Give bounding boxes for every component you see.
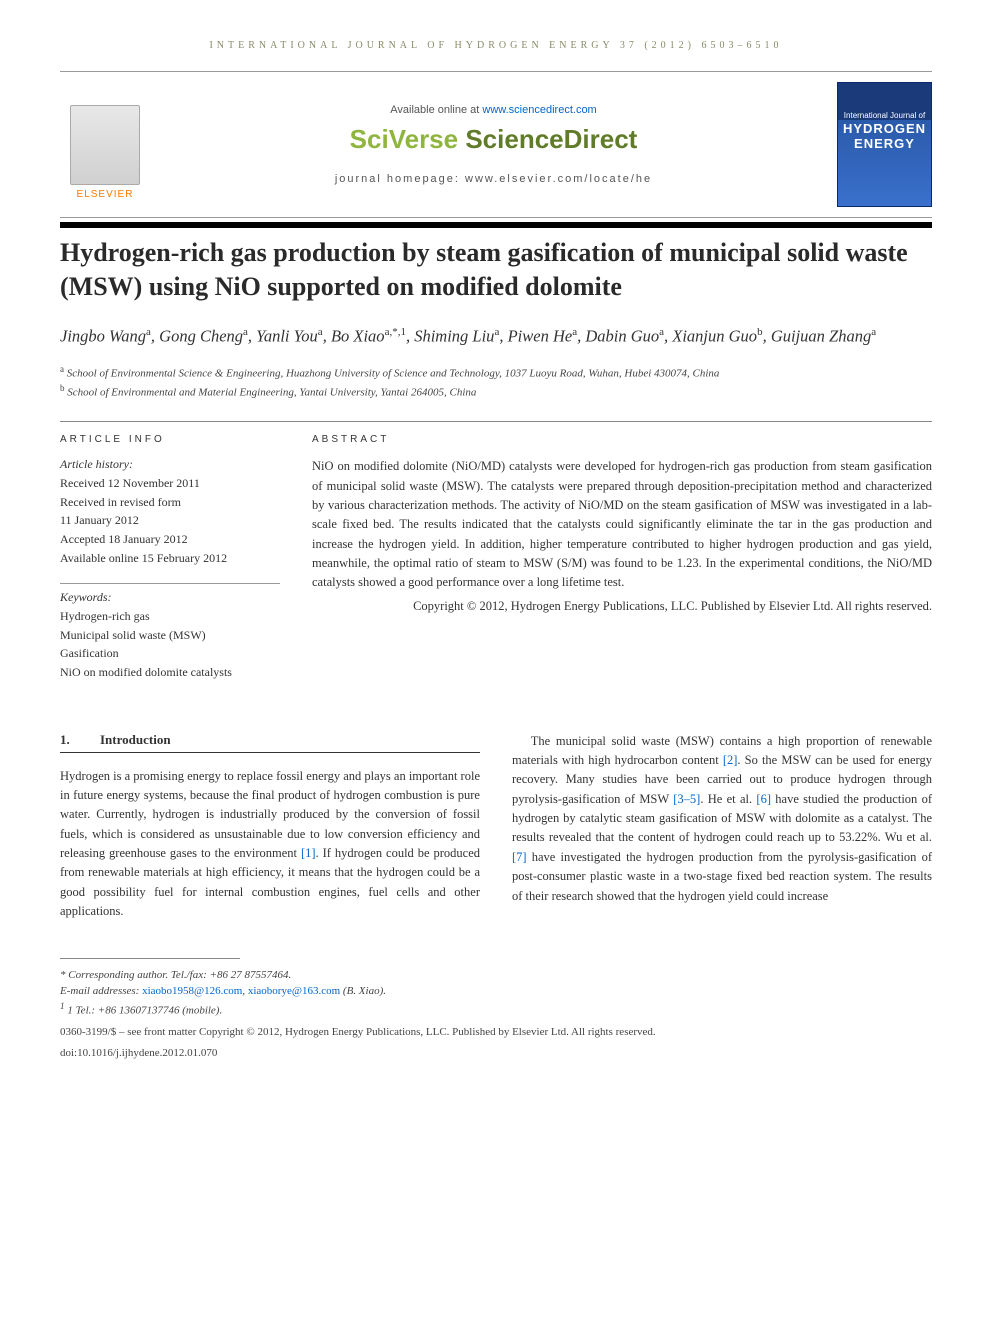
elsevier-tree-icon — [70, 105, 140, 185]
abstract-text: NiO on modified dolomite (NiO/MD) cataly… — [312, 457, 932, 593]
tel-mobile: 1 1 Tel.: +86 13607137746 (mobile). — [60, 1000, 932, 1019]
journal-cover: International Journal of HYDROGEN ENERGY — [837, 82, 932, 207]
cover-main-title: HYDROGEN ENERGY — [838, 121, 931, 152]
available-online: Available online at www.sciencedirect.co… — [170, 104, 817, 116]
abstract-copyright: Copyright © 2012, Hydrogen Energy Public… — [312, 597, 932, 616]
article-info: ARTICLE INFO Article history: Received 1… — [60, 421, 280, 681]
section-title: Introduction — [100, 732, 171, 747]
article-info-heading: ARTICLE INFO — [60, 434, 280, 445]
journal-reference: INTERNATIONAL JOURNAL OF HYDROGEN ENERGY… — [60, 40, 932, 51]
title-separator — [60, 222, 932, 228]
cover-title: International Journal of HYDROGEN ENERGY — [838, 111, 931, 152]
email-line: E-mail addresses: xiaobo1958@126.com, xi… — [60, 983, 932, 1000]
info-abstract-row: ARTICLE INFO Article history: Received 1… — [60, 421, 932, 681]
email-link-1[interactable]: xiaobo1958@126.com — [142, 985, 242, 997]
info-divider — [60, 583, 280, 584]
footnote-separator — [60, 958, 240, 967]
abstract-column: ABSTRACT NiO on modified dolomite (NiO/M… — [312, 421, 932, 681]
elsevier-name: ELSEVIER — [77, 189, 134, 200]
history-label: Article history: — [60, 457, 280, 472]
sciverse-brand: SciVerse ScienceDirect — [170, 124, 817, 155]
affiliations: a School of Environmental Science & Engi… — [60, 363, 932, 401]
section-num: 1. — [60, 732, 100, 748]
intro-paragraph-1: Hydrogen is a promising energy to replac… — [60, 767, 480, 922]
publisher-banner: ELSEVIER Available online at www.science… — [60, 71, 932, 218]
keywords-text: Hydrogen-rich gas Municipal solid waste … — [60, 607, 280, 681]
body-columns: 1.Introduction Hydrogen is a promising e… — [60, 732, 932, 922]
cover-subtitle: International Journal of — [838, 111, 931, 121]
history-text: Received 12 November 2011 Received in re… — [60, 474, 280, 567]
sciverse-word: SciVerse — [350, 124, 466, 154]
doi-line: doi:10.1016/j.ijhydene.2012.01.070 — [60, 1046, 932, 1061]
keywords-label: Keywords: — [60, 590, 280, 605]
article-title: Hydrogen-rich gas production by steam ga… — [60, 236, 932, 304]
footnotes: * Corresponding author. Tel./fax: +86 27… — [60, 967, 932, 1019]
email-suffix: (B. Xiao). — [340, 985, 386, 997]
authors: Jingbo Wanga, Gong Chenga, Yanli Youa, B… — [60, 324, 932, 349]
banner-center: Available online at www.sciencedirect.co… — [150, 104, 837, 185]
sciencedirect-word: ScienceDirect — [465, 124, 637, 154]
corresponding-author: * Corresponding author. Tel./fax: +86 27… — [60, 967, 932, 984]
elsevier-logo: ELSEVIER — [60, 90, 150, 200]
issn-line: 0360-3199/$ – see front matter Copyright… — [60, 1025, 932, 1040]
email-label: E-mail addresses: — [60, 985, 142, 997]
body-col-right: The municipal solid waste (MSW) contains… — [512, 732, 932, 922]
email-link-2[interactable]: xiaoborye@163.com — [248, 985, 340, 997]
available-label: Available online at — [390, 104, 482, 116]
section-1-heading: 1.Introduction — [60, 732, 480, 753]
tel-text: 1 Tel.: +86 13607137746 (mobile). — [67, 1004, 222, 1016]
abstract-heading: ABSTRACT — [312, 434, 932, 445]
sciencedirect-link[interactable]: www.sciencedirect.com — [482, 104, 596, 116]
journal-homepage: journal homepage: www.elsevier.com/locat… — [170, 173, 817, 185]
body-col-left: 1.Introduction Hydrogen is a promising e… — [60, 732, 480, 922]
intro-paragraph-2: The municipal solid waste (MSW) contains… — [512, 732, 932, 906]
